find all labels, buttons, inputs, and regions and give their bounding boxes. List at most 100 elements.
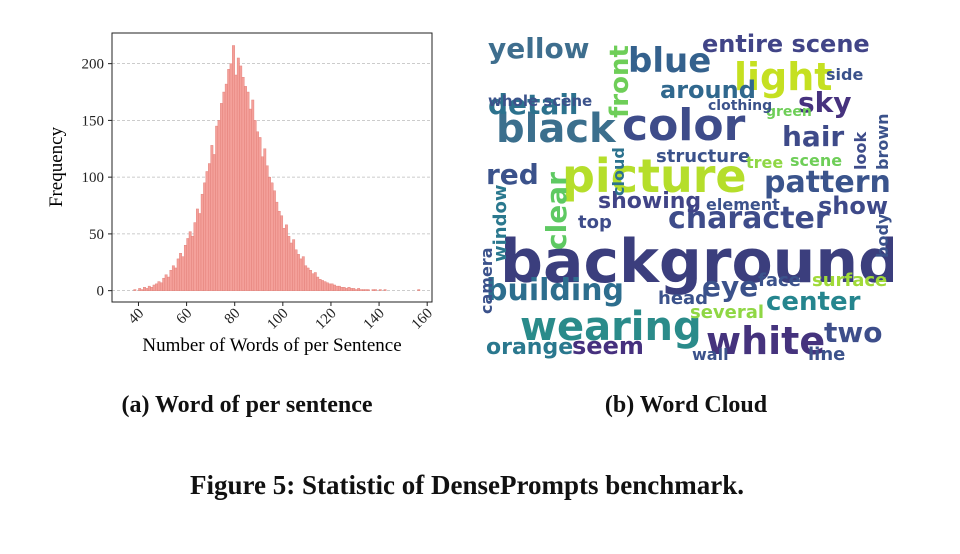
bar [333,284,336,291]
bar [253,120,257,291]
bar [311,273,315,291]
cloud-word: front [605,45,635,118]
cloud-word: eye [702,270,758,303]
bar [208,163,211,291]
bar [337,285,341,291]
bar [140,289,144,291]
cloud-word: side [826,65,863,84]
bar [417,289,421,291]
axes-frame [111,32,433,303]
x-tick-label: 160 [409,306,436,333]
cloud-word: orange [486,335,573,360]
cloud-word: around [660,76,756,104]
cloud-word: scene [790,151,842,170]
subcaption: (b) Word Cloud [605,392,768,418]
bar [162,277,166,291]
bar [342,287,346,291]
bar [270,182,274,291]
bar [287,235,291,291]
bar [299,258,303,291]
cloud-word: body [873,213,892,258]
bar [318,279,322,291]
bar [157,281,161,291]
cloud-word: green [766,104,812,120]
bar [275,201,279,291]
bar [143,287,146,291]
cloud-word: pattern [764,165,891,200]
bar [359,289,363,291]
bar [159,282,163,291]
bar [268,176,271,291]
bar [289,242,293,291]
subcaption: (a) Word of per sentence [121,392,372,418]
bar [273,190,276,291]
cloud-word: sky [798,86,852,119]
cloud-word: white [706,319,825,363]
cloud-word: line [808,344,845,365]
bar [277,210,281,291]
cloud-word: structure [656,146,750,167]
cloud-word: wearing [520,304,702,350]
bar [309,270,312,291]
bar [371,289,375,291]
bar [285,224,288,291]
bar [301,256,305,291]
bar [234,74,238,291]
bar [292,239,296,291]
bar [280,215,284,291]
x-tick-label: 40 [125,306,147,328]
cloud-word: element [706,195,780,214]
bar [354,289,358,291]
cloud-word: clear [540,172,573,250]
bar [193,222,197,291]
bar [217,120,221,291]
cloud-word: character [668,201,830,236]
cloud-word: head [658,288,708,309]
bar [340,287,344,291]
cloud-word: two [824,316,883,349]
bar [167,276,170,291]
bar [181,256,185,291]
bar [232,45,235,291]
bar [352,288,356,291]
bar [248,108,252,291]
bar [364,289,368,291]
cloud-word: look [851,132,870,170]
bar [224,83,228,291]
bar [251,99,255,291]
cloud-word: red [486,158,539,191]
y-axis-label: Frequency [46,126,67,207]
bar [203,182,207,291]
cloud-word: showing [598,189,701,214]
cloud-word: light [734,55,832,99]
cloud-word: whole scene [488,92,592,110]
bar [316,276,320,291]
bar [222,91,226,291]
bar [297,254,300,291]
cloud-word: color [622,100,746,151]
bar [174,267,178,291]
bar [191,235,195,291]
bar [164,274,168,291]
bar [196,208,199,291]
bar [330,283,334,291]
bar [133,289,137,291]
cloud-word: tree [746,153,783,172]
bar [215,125,219,291]
bar [335,285,339,291]
cloud-word: face [758,270,801,291]
bar [176,258,180,291]
bar [246,91,250,291]
figure-caption: Figure 5: Statistic of DensePrompts benc… [190,470,744,500]
bar [323,281,327,291]
x-tick-label: 120 [313,306,340,333]
bar [260,156,264,291]
bar [227,69,231,291]
y-tick-label: 0 [97,284,105,300]
bar [200,193,204,291]
bar [155,283,158,291]
cloud-word: show [818,192,888,220]
bar [304,265,308,291]
bar [374,289,377,291]
cloud-word: picture [562,149,747,203]
